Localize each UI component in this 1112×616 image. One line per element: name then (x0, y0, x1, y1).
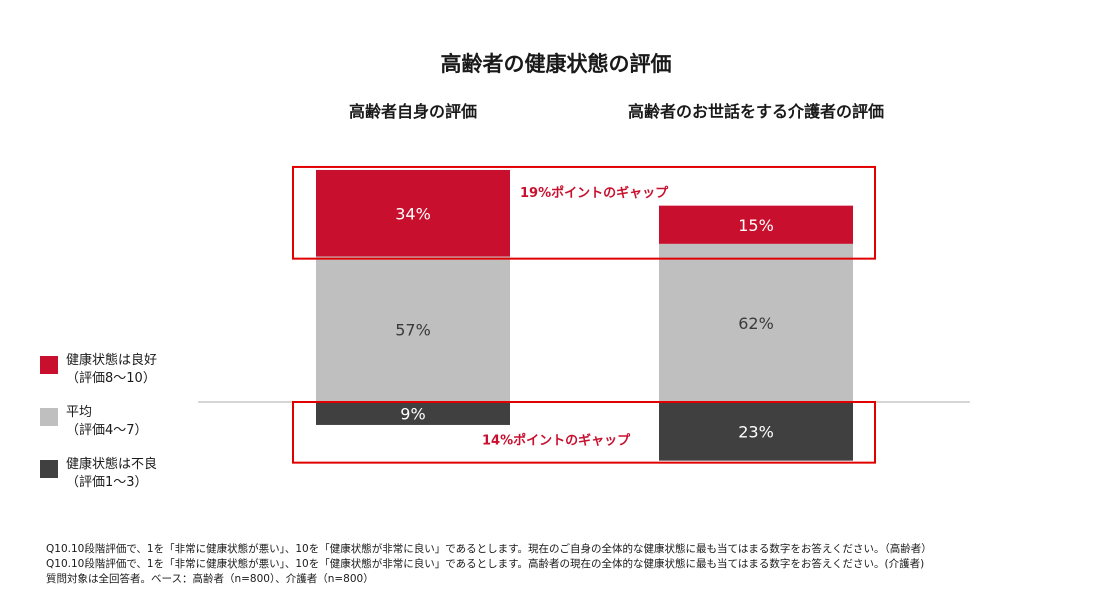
footnote-1: Q10.10段階評価で、1を「非常に健康状態が悪い」、10を「健康状態が非常に良… (46, 543, 932, 555)
gap-box-good (292, 165, 876, 260)
data-label-poor-1: 9% (400, 404, 425, 423)
legend-swatch-poor (40, 460, 58, 478)
bar-poor-2 (659, 402, 853, 461)
bar-good-1 (316, 169, 510, 257)
gap-annotation-good: 19%ポイントのギャップ (520, 185, 669, 201)
bar-average-1 (316, 256, 510, 402)
legend-label-good: 健康状態は良好 (66, 353, 158, 368)
data-label-good-1: 34% (395, 204, 431, 223)
bar-good-2 (659, 205, 853, 244)
legend-sublabel-good: （評価8～10） (66, 371, 156, 386)
legend-sublabel-average: （評価4～7） (66, 423, 148, 438)
bar-average-2 (659, 243, 853, 402)
legend-label-average: 平均 (66, 405, 93, 420)
gap-box-poor (292, 401, 876, 464)
chart-title: 高齢者の健康状態の評価 (440, 52, 672, 76)
bar-poor-1 (316, 402, 510, 425)
footnote-2: Q10.10段階評価で、1を「非常に健康状態が悪い」、10を「健康状態が非常に良… (46, 558, 925, 570)
category-label-self: 高齢者自身の評価 (348, 102, 477, 121)
data-label-good-2: 15% (738, 216, 774, 235)
legend-label-poor: 健康状態は不良 (66, 457, 158, 472)
data-label-average-2: 62% (738, 314, 774, 333)
category-label-caregiver: 高齢者のお世話をする介護者の評価 (627, 102, 884, 121)
data-label-poor-2: 23% (738, 422, 774, 441)
footnotes: Q10.10段階評価で、1を「非常に健康状態が悪い」、10を「健康状態が非常に良… (46, 542, 932, 587)
legend-swatch-good (40, 356, 58, 374)
legend-sublabel-poor: （評価1～3） (66, 475, 148, 490)
gap-annotation-poor: 14%ポイントのギャップ (482, 433, 631, 449)
data-label-average-1: 57% (395, 320, 431, 339)
legend-swatch-average (40, 408, 58, 426)
footnote-3: 質問対象は全回答者。ベース：高齢者（n=800）、介護者（n=800） (46, 573, 374, 585)
